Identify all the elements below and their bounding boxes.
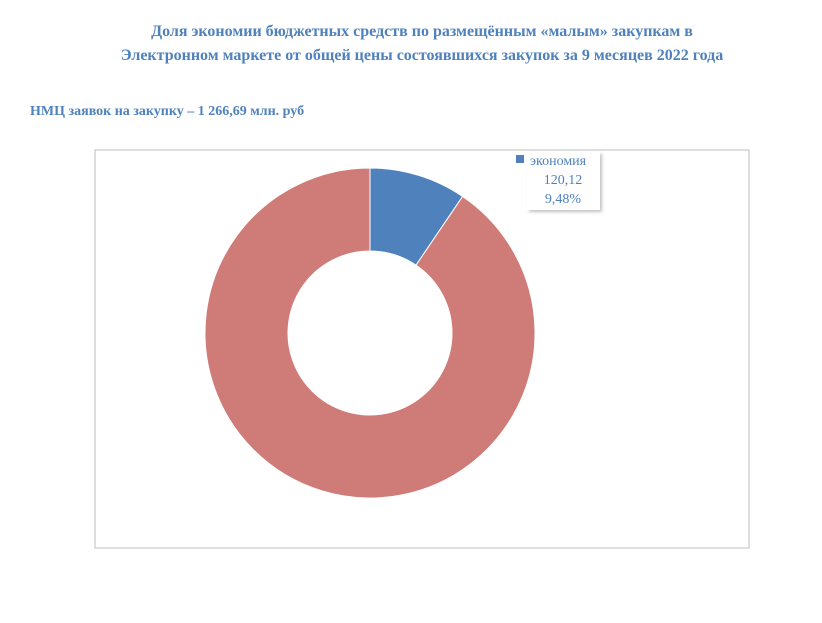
legend-marker (516, 155, 524, 163)
data-label-category: экономия (530, 154, 587, 169)
data-label-percent: 9,48% (545, 192, 582, 207)
chart-subtitle: НМЦ заявок на закупку – 1 266,69 млн. ру… (30, 104, 304, 119)
chart-title: Доля экономии бюджетных средств по разме… (121, 23, 724, 64)
data-label-value: 120,12 (544, 173, 583, 188)
label-box (527, 152, 600, 210)
donut-segment (204, 167, 536, 499)
